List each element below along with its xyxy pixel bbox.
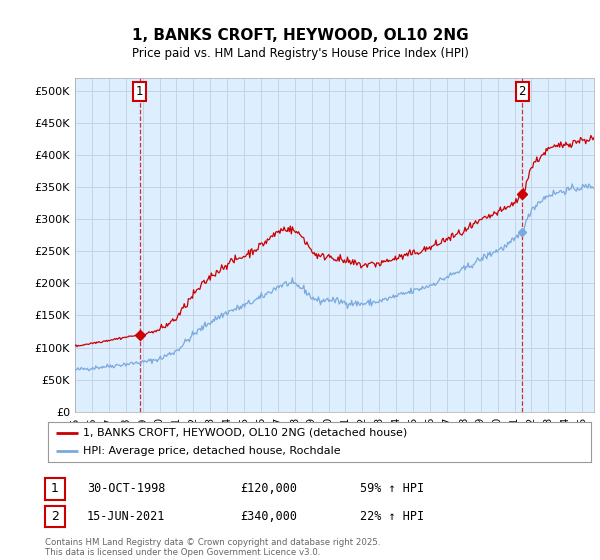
Text: 1, BANKS CROFT, HEYWOOD, OL10 2NG: 1, BANKS CROFT, HEYWOOD, OL10 2NG: [131, 28, 469, 43]
Text: £340,000: £340,000: [240, 510, 297, 523]
Text: 1: 1: [136, 85, 143, 97]
Text: 1: 1: [51, 482, 59, 496]
Text: Contains HM Land Registry data © Crown copyright and database right 2025.
This d: Contains HM Land Registry data © Crown c…: [45, 538, 380, 557]
Text: Price paid vs. HM Land Registry's House Price Index (HPI): Price paid vs. HM Land Registry's House …: [131, 48, 469, 60]
Text: HPI: Average price, detached house, Rochdale: HPI: Average price, detached house, Roch…: [83, 446, 341, 456]
Text: 22% ↑ HPI: 22% ↑ HPI: [360, 510, 424, 523]
Text: 1, BANKS CROFT, HEYWOOD, OL10 2NG (detached house): 1, BANKS CROFT, HEYWOOD, OL10 2NG (detac…: [83, 428, 407, 437]
Text: 2: 2: [518, 85, 526, 97]
Text: 30-OCT-1998: 30-OCT-1998: [87, 482, 166, 496]
Text: £120,000: £120,000: [240, 482, 297, 496]
Text: 2: 2: [51, 510, 59, 523]
Text: 59% ↑ HPI: 59% ↑ HPI: [360, 482, 424, 496]
Text: 15-JUN-2021: 15-JUN-2021: [87, 510, 166, 523]
